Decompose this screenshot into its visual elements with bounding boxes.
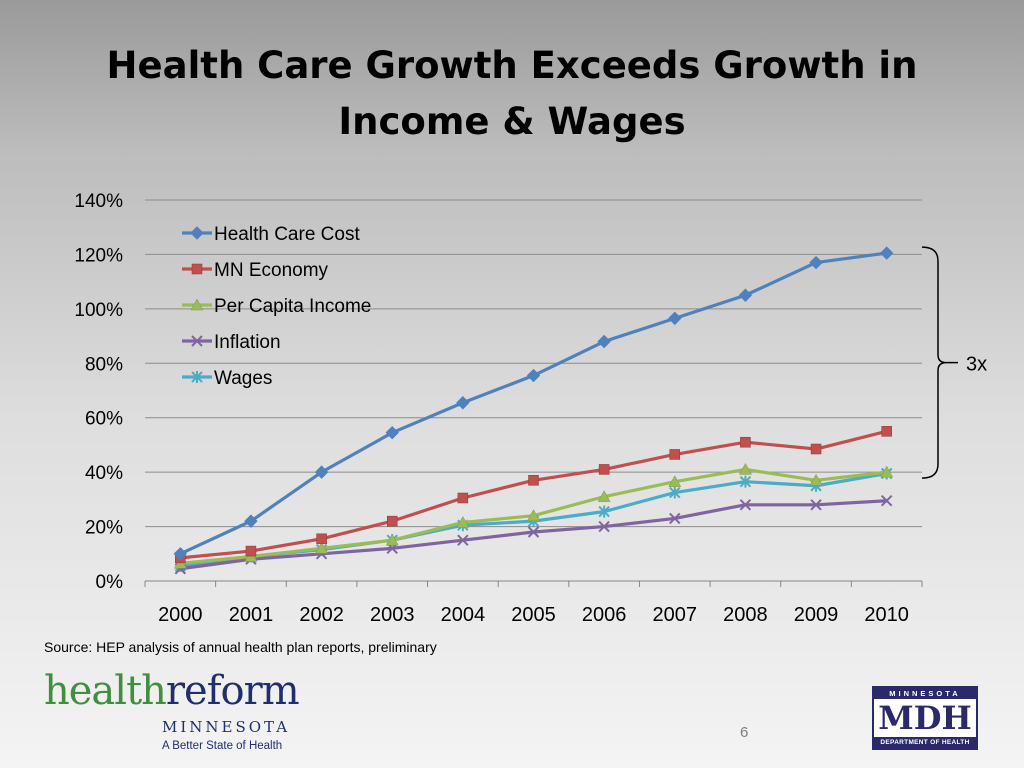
data-point-mn-economy bbox=[457, 492, 469, 504]
y-tick-label: 60% bbox=[85, 409, 123, 430]
data-point-health-care-cost bbox=[668, 311, 682, 326]
data-point-health-care-cost bbox=[456, 396, 470, 410]
legend-label-per-capita-income: Per Capita Income bbox=[214, 296, 371, 317]
y-tick-label: 80% bbox=[85, 354, 123, 375]
data-point-per-capita-income bbox=[668, 475, 682, 487]
x-tick-label: 2003 bbox=[370, 604, 415, 626]
x-tick-label: 2007 bbox=[653, 604, 698, 626]
data-point-health-care-cost bbox=[173, 547, 188, 561]
x-tick-label: 2004 bbox=[441, 604, 486, 626]
health-reform-logo: healthreform MINNESOTA A Better State of… bbox=[44, 668, 304, 760]
data-point-inflation bbox=[457, 534, 469, 546]
page-number: 6 bbox=[740, 724, 749, 741]
data-point-inflation bbox=[669, 512, 681, 525]
data-point-mn-economy bbox=[316, 533, 327, 545]
source-note: Source: HEP analysis of annual health pl… bbox=[44, 639, 437, 655]
y-tick-label: 0% bbox=[96, 572, 124, 593]
data-point-per-capita-income bbox=[385, 533, 399, 546]
data-point-inflation bbox=[739, 499, 752, 511]
legend-label-mn-economy: MN Economy bbox=[214, 260, 329, 281]
data-point-inflation bbox=[598, 520, 610, 533]
data-point-mn-economy bbox=[669, 449, 681, 460]
data-point-mn-economy bbox=[386, 515, 398, 527]
legend-label-wages: Wages bbox=[214, 368, 272, 389]
title-line-2: Income & Wages bbox=[338, 100, 686, 143]
x-tick-label: 2000 bbox=[158, 604, 203, 626]
y-tick-label: 120% bbox=[74, 245, 123, 266]
x-tick-label: 2008 bbox=[723, 604, 768, 626]
x-tick-label: 2002 bbox=[299, 604, 344, 626]
data-point-mn-economy bbox=[598, 464, 610, 475]
mdh-logo-top: MINNESOTA bbox=[874, 688, 976, 699]
legend-marker-health-care-cost bbox=[190, 226, 204, 240]
series-line-mn-economy bbox=[180, 429, 888, 560]
data-point-health-care-cost bbox=[809, 255, 823, 270]
data-point-health-care-cost bbox=[738, 288, 753, 302]
logo-word-health: health bbox=[44, 668, 167, 714]
mdh-logo: MINNESOTA MDH DEPARTMENT OF HEALTH bbox=[872, 686, 978, 750]
logo-word-reform: reform bbox=[165, 668, 300, 714]
logo-wordmark: healthreform bbox=[44, 668, 300, 714]
x-tick-label: 2010 bbox=[864, 604, 909, 626]
data-point-mn-economy bbox=[245, 545, 257, 557]
logo-state: MINNESOTA bbox=[162, 718, 291, 736]
data-point-inflation bbox=[880, 495, 893, 507]
bracket-label: 3x bbox=[966, 354, 987, 376]
legend-label-inflation: Inflation bbox=[214, 332, 281, 353]
logo-tagline: A Better State of Health bbox=[162, 740, 283, 752]
data-point-wages bbox=[739, 475, 752, 488]
data-point-health-care-cost bbox=[314, 465, 329, 479]
y-tick-label: 100% bbox=[74, 300, 123, 321]
mdh-logo-middle: MDH bbox=[874, 699, 976, 737]
legend-marker-per-capita-income bbox=[190, 298, 204, 311]
data-point-per-capita-income bbox=[738, 462, 752, 475]
data-point-per-capita-income bbox=[809, 473, 823, 486]
data-point-mn-economy bbox=[528, 475, 539, 486]
x-tick-label: 2005 bbox=[511, 604, 556, 626]
line-chart: 0% 20% 40% 60% 80% 100% 120% 140% 2000 2001 2002 20… bbox=[74, 191, 987, 626]
data-point-wages bbox=[669, 486, 681, 499]
y-tick-label: 20% bbox=[85, 518, 123, 539]
data-point-health-care-cost bbox=[526, 368, 541, 383]
data-point-health-care-cost bbox=[879, 246, 894, 260]
data-point-mn-economy bbox=[740, 436, 751, 448]
x-tick-label: 2009 bbox=[794, 604, 839, 626]
data-point-per-capita-income bbox=[597, 490, 611, 502]
data-point-health-care-cost bbox=[244, 514, 258, 528]
data-point-health-care-cost bbox=[385, 425, 399, 440]
data-point-inflation bbox=[810, 499, 822, 511]
data-point-mn-economy bbox=[810, 443, 822, 455]
data-point-per-capita-income bbox=[456, 515, 470, 528]
data-point-per-capita-income bbox=[527, 509, 540, 521]
bracket-annotation bbox=[921, 246, 947, 479]
legend-marker-mn-economy bbox=[191, 263, 203, 275]
data-point-health-care-cost bbox=[597, 334, 611, 349]
data-point-inflation bbox=[527, 526, 540, 538]
legend-marker-inflation bbox=[191, 335, 203, 347]
slide-title: Health Care Growth Exceeds Growth in Inc… bbox=[0, 38, 1024, 150]
data-point-per-capita-income bbox=[880, 465, 894, 478]
legend-label-health-care-cost: Health Care Cost bbox=[214, 224, 360, 245]
y-tick-label: 40% bbox=[85, 463, 123, 484]
title-line-1: Health Care Growth Exceeds Growth in bbox=[106, 44, 918, 87]
x-tick-label: 2001 bbox=[229, 604, 274, 626]
x-tick-label: 2006 bbox=[582, 604, 627, 626]
y-tick-label: 140% bbox=[74, 191, 123, 212]
data-point-wages bbox=[598, 505, 610, 518]
legend-marker-wages bbox=[191, 371, 203, 383]
mdh-logo-bottom: DEPARTMENT OF HEALTH bbox=[874, 737, 976, 748]
data-point-per-capita-income bbox=[315, 541, 329, 554]
data-point-mn-economy bbox=[881, 426, 892, 437]
